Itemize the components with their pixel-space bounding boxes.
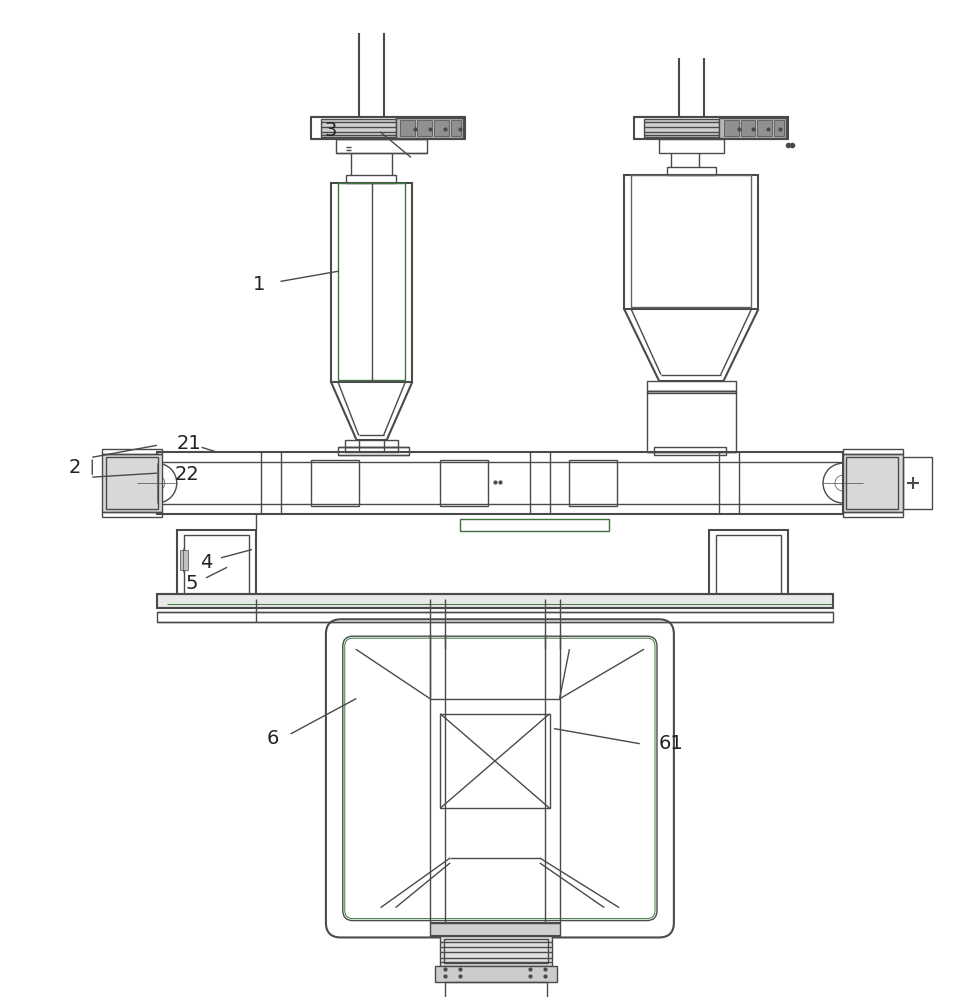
Bar xyxy=(845,457,897,509)
Bar xyxy=(843,512,902,517)
Bar xyxy=(176,530,256,599)
Bar xyxy=(417,120,432,136)
Bar xyxy=(157,594,833,608)
Bar xyxy=(460,519,609,531)
Bar xyxy=(570,460,617,506)
Bar xyxy=(346,175,395,183)
Bar xyxy=(444,939,548,963)
Bar xyxy=(715,535,781,594)
Bar xyxy=(184,535,250,594)
Bar xyxy=(843,454,902,512)
Bar xyxy=(709,530,789,599)
Bar xyxy=(102,454,162,512)
Bar xyxy=(647,391,736,452)
Text: 6: 6 xyxy=(267,729,280,748)
Bar xyxy=(337,183,406,380)
Bar xyxy=(441,460,488,506)
Bar xyxy=(460,519,609,531)
Bar xyxy=(434,120,449,136)
Bar xyxy=(179,550,188,570)
Text: 3: 3 xyxy=(325,121,337,140)
Bar xyxy=(400,120,415,136)
Bar xyxy=(724,120,738,136)
Bar xyxy=(102,512,162,517)
Bar xyxy=(321,119,395,137)
Bar xyxy=(624,175,759,309)
Text: 5: 5 xyxy=(185,574,198,593)
Bar xyxy=(451,120,461,136)
Bar xyxy=(758,120,772,136)
Bar xyxy=(106,457,158,509)
Bar xyxy=(395,118,463,138)
Text: 21: 21 xyxy=(176,434,201,453)
Bar xyxy=(718,118,787,138)
Bar xyxy=(667,167,715,175)
Bar xyxy=(102,449,162,454)
Text: 4: 4 xyxy=(201,553,213,572)
Bar xyxy=(647,381,736,393)
Bar xyxy=(740,120,756,136)
Bar xyxy=(654,447,726,455)
Bar xyxy=(345,440,398,452)
Text: 61: 61 xyxy=(659,734,683,753)
Bar xyxy=(311,460,359,506)
Bar xyxy=(311,117,465,139)
Bar xyxy=(337,447,410,455)
Text: 2: 2 xyxy=(68,458,81,477)
Bar xyxy=(634,117,789,139)
Bar xyxy=(902,457,932,509)
Bar xyxy=(157,452,843,514)
Bar xyxy=(331,183,413,382)
Bar xyxy=(774,120,785,136)
Bar xyxy=(644,119,718,137)
Bar xyxy=(337,183,406,380)
Bar xyxy=(631,175,752,307)
Bar xyxy=(430,923,559,936)
Bar xyxy=(441,714,549,808)
Bar xyxy=(157,612,833,622)
Bar xyxy=(441,936,551,966)
Bar xyxy=(445,982,547,1000)
Bar xyxy=(436,966,556,982)
Text: 22: 22 xyxy=(174,465,200,484)
Bar xyxy=(631,175,752,307)
Bar xyxy=(335,139,427,153)
Text: 1: 1 xyxy=(254,275,265,294)
Bar xyxy=(843,449,902,454)
Bar xyxy=(659,139,724,153)
